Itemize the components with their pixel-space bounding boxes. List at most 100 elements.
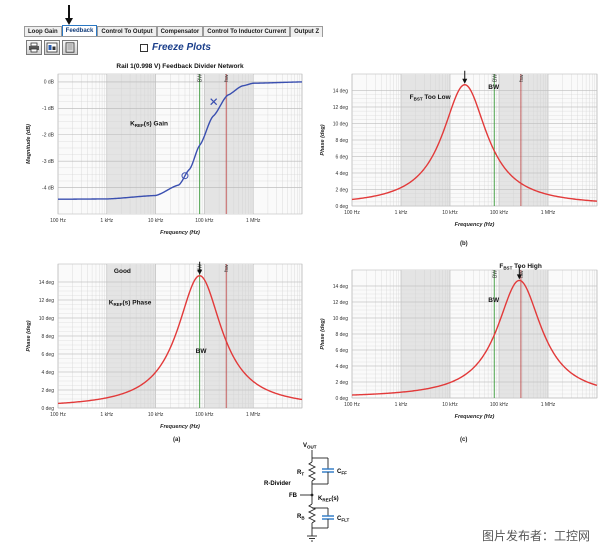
x-axis-label: Frequency (Hz) (455, 414, 495, 420)
peak-arrow-head (462, 78, 468, 84)
y-tick-label: -2 dB (42, 133, 55, 139)
tab-control-to-inductor-current[interactable]: Control To Inductor Current (203, 26, 291, 37)
print-icon (29, 42, 39, 53)
feedback-divider-circuit: VOUT RT CFF R-Divider FB KREF(s) RB CFLT (264, 443, 350, 542)
chart-svg: 0 deg 2 deg 4 deg 6 deg 8 deg 10 deg 12 deg 14 … (320, 263, 598, 420)
phase-curve (351, 279, 598, 396)
y-tick-label: -3 dB (42, 159, 55, 165)
cff-label: CFF (337, 469, 347, 476)
fbst-too-high-label: FBST Too High (499, 263, 541, 271)
marker-circle (181, 172, 189, 180)
phase-chart-fbst-too-high: 0 deg 2 deg 4 deg 6 deg 8 deg 10 deg 12 deg 14 … (320, 260, 600, 440)
feedback-gain-chart: 0 dB -1 dB -2 dB -3 dB -4 dB 100 Hz 1 kHz 10 kH… (0, 60, 305, 250)
kref-gain-label: KREF(s) Gain (130, 121, 168, 128)
y-axis-label: Phase (deg) (320, 318, 326, 349)
phase-curve (351, 84, 598, 202)
x-tick-label: 100 Hz (50, 412, 66, 418)
y-tick-label: 8 deg (335, 332, 348, 338)
y-tick-label: -4 dB (42, 185, 55, 191)
x-tick-label: 100 kHz (195, 218, 214, 224)
y-tick-label: 10 deg (333, 316, 349, 322)
vout-label: VOUT (303, 443, 317, 450)
chart-svg: 0 deg 2 deg 4 deg 6 deg 8 deg 10 deg 12 deg 14 … (26, 261, 303, 430)
chart-svg: 0 deg 2 deg 4 deg 6 deg 8 deg 10 deg 12 deg 14 … (320, 70, 598, 228)
fsw-tag: fsw (519, 74, 525, 82)
x-axis-label: Frequency (Hz) (455, 222, 495, 228)
print-button[interactable] (26, 40, 42, 55)
caption-c: (c) (460, 437, 468, 443)
fsw-tag: fsw (519, 270, 525, 278)
tab-divider (24, 36, 290, 37)
x-tick-label: 100 kHz (195, 412, 214, 418)
rb-label: RB (297, 514, 305, 521)
y-axis-label: Magnitude (dB) (26, 124, 32, 164)
tab-bar: Loop Gain Feedback Control To Output Com… (24, 25, 324, 37)
tab-output-z[interactable]: Output Z (290, 26, 324, 37)
bw-label: BW (488, 84, 500, 91)
y-tick-label: 2 deg (335, 380, 348, 386)
phase-chart-good: 0 deg 2 deg 4 deg 6 deg 8 deg 10 deg 12 deg 14 … (0, 258, 305, 438)
peak-arrow-head (197, 269, 203, 275)
bw-tag: BW (198, 74, 204, 82)
y-tick-label: 0 dB (44, 80, 55, 86)
x-tick-label: 100 kHz (490, 402, 509, 408)
export-button[interactable] (44, 40, 60, 55)
rb-resistor (307, 503, 317, 524)
y-tick-label: 0 deg (335, 204, 348, 210)
x-tick-label: 1 kHz (100, 412, 113, 418)
kref-phase-label: KREF(s) Phase (109, 300, 152, 308)
gain-curve (57, 81, 303, 200)
x-tick-label: 10 kHz (148, 412, 164, 418)
copy-button[interactable] (62, 40, 78, 55)
freeze-plots-toggle[interactable]: Freeze Plots (140, 42, 211, 53)
tab-control-to-output[interactable]: Control To Output (97, 26, 157, 37)
y-axis-label: Phase (deg) (26, 320, 32, 351)
y-tick-label: 0 deg (335, 396, 348, 402)
x-tick-label: 1 MHz (246, 412, 261, 418)
bw-tag: BW (492, 74, 498, 82)
y-tick-label: 8 deg (335, 138, 348, 144)
shade-band-1 (204, 74, 254, 214)
y-tick-label: 6 deg (41, 352, 54, 358)
peak-arrow-head (516, 274, 522, 280)
y-tick-label: 8 deg (41, 334, 54, 340)
x-tick-label: 1 MHz (541, 402, 556, 408)
y-tick-label: 4 deg (335, 171, 348, 177)
good-label: Good (114, 268, 131, 275)
fsw-tag: fsw (224, 74, 230, 82)
x-tick-label: 1 MHz (541, 210, 556, 216)
y-tick-label: 14 deg (39, 280, 55, 286)
y-tick-label: 10 deg (39, 316, 55, 322)
x-tick-label: 1 kHz (395, 210, 408, 216)
y-tick-label: -1 dB (42, 106, 55, 112)
fbst-too-low-label: FBST Too Low (410, 94, 452, 102)
y-tick-label: 12 deg (333, 300, 349, 306)
freeze-plots-checkbox[interactable] (140, 43, 148, 52)
tab-loop-gain[interactable]: Loop Gain (24, 26, 62, 37)
chart-svg: 0 dB -1 dB -2 dB -3 dB -4 dB 100 Hz 1 kHz 10 kH… (26, 63, 303, 236)
x-tick-label: 100 Hz (344, 402, 360, 408)
x-tick-label: 100 Hz (344, 210, 360, 216)
x-tick-label: 10 kHz (442, 210, 458, 216)
x-tick-label: 10 kHz (148, 218, 164, 224)
fb-label: FB (289, 493, 298, 499)
plot-area (57, 73, 303, 215)
x-tick-label: 1 kHz (395, 402, 408, 408)
tab-pointer-arrow-head (64, 18, 73, 25)
kref-label: KREF(s) (318, 496, 339, 503)
phase-chart-fbst-too-low: 0 deg 2 deg 4 deg 6 deg 8 deg 10 deg 12 deg 14 … (320, 62, 600, 240)
tab-compensator[interactable]: Compensator (156, 26, 204, 37)
y-tick-label: 2 deg (41, 388, 54, 394)
rt-label: RT (297, 470, 304, 477)
x-tick-label: 100 kHz (490, 210, 509, 216)
copy-icon (65, 42, 75, 53)
x-tick-label: 1 kHz (100, 218, 113, 224)
bw-label: BW (196, 348, 208, 355)
r-divider-label: R-Divider (264, 481, 291, 487)
y-tick-label: 6 deg (335, 154, 348, 160)
bw-tag: BW (198, 264, 204, 272)
chart-title: Rail 1(0.998 V) Feedback Divider Network (116, 63, 244, 70)
y-axis-label: Phase (deg) (320, 124, 326, 155)
y-tick-label: 4 deg (41, 370, 54, 376)
y-tick-label: 10 deg (333, 121, 349, 127)
